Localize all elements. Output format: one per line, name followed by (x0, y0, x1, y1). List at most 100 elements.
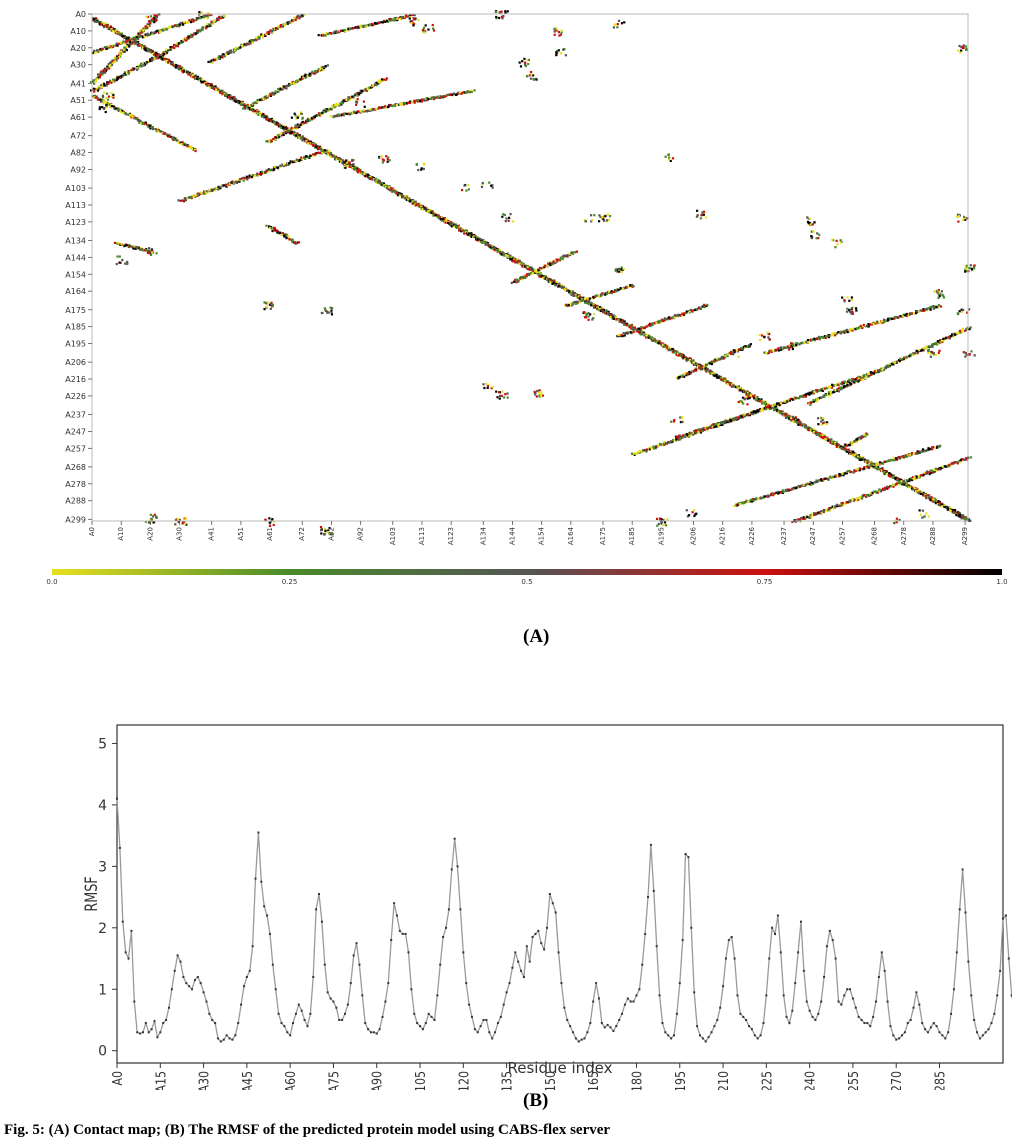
contact-dot (280, 126, 283, 129)
contact-dot (719, 357, 722, 360)
contact-dot (462, 229, 465, 233)
contact-band-8 (265, 77, 389, 144)
contact-dot (416, 100, 419, 103)
contact-dot (940, 502, 943, 505)
contact-dot (162, 28, 165, 31)
contact-dot (169, 26, 172, 29)
contact-dot (395, 103, 399, 106)
contact-dot (821, 389, 825, 393)
contact-dot (296, 123, 299, 126)
contact-dot (264, 170, 267, 174)
contact-dot (843, 381, 846, 384)
contact-dot (921, 348, 924, 351)
contact-dot (293, 16, 296, 19)
contact-dot (238, 180, 241, 183)
contact-dot (713, 372, 716, 375)
contact-dot (629, 326, 632, 329)
contact-dot (268, 31, 271, 34)
contact-dot (296, 126, 300, 129)
contact-dot (142, 35, 145, 38)
contact-dot (358, 110, 361, 113)
contact-dot (102, 25, 106, 29)
contact-dot (119, 50, 123, 53)
contact-dot (467, 233, 470, 236)
contact-dot (786, 399, 789, 403)
contact-dot (667, 348, 670, 352)
contact-dot (370, 86, 373, 89)
contact-dot (838, 382, 841, 385)
contact-dot (660, 343, 663, 346)
contact-dot (662, 345, 665, 348)
contact-dot (457, 225, 460, 228)
contact-dot (199, 191, 202, 194)
contact-dot (451, 93, 454, 96)
contact-dot (409, 100, 412, 103)
contact-dot (796, 342, 799, 345)
contact-dot (314, 69, 317, 73)
contact-dot (822, 437, 825, 440)
contact-dot (299, 137, 302, 140)
contact-dot (675, 376, 678, 380)
contact-dot (143, 44, 146, 48)
contact-dot (295, 159, 298, 163)
contact-dot (248, 104, 252, 107)
contact-dot (166, 49, 170, 52)
contact-dot (905, 312, 908, 316)
contact-dot (306, 142, 309, 145)
contact-dot (140, 63, 143, 66)
contact-dot (637, 329, 641, 332)
contact-dot (400, 103, 403, 107)
contact-dot (212, 86, 215, 89)
contact-dot (676, 315, 679, 318)
contact-dot (786, 346, 789, 349)
contact-dot (753, 397, 756, 400)
contact-dot (686, 372, 689, 375)
contact-dot (940, 505, 943, 508)
contact-dot (115, 42, 118, 45)
contact-dot (802, 394, 805, 397)
contact-dot (793, 396, 796, 399)
contact-dot (211, 61, 214, 64)
contact-dot (855, 454, 858, 457)
contact-dot (661, 343, 665, 346)
contact-dot (109, 25, 113, 28)
contact-dot (417, 99, 420, 102)
contact-dot (111, 80, 114, 83)
contact-dot (649, 336, 652, 339)
contact-dot (787, 398, 790, 401)
contact-dot (705, 363, 709, 366)
contact-dot (465, 91, 469, 94)
contact-dot (686, 373, 689, 376)
contact-dot (141, 47, 144, 50)
contact-dot (918, 492, 921, 495)
contact-dot (284, 164, 288, 167)
contact-dot (946, 506, 949, 509)
contact-dot (114, 31, 117, 35)
contact-dot (138, 44, 141, 47)
contact-dot (718, 358, 721, 361)
contact-dot (157, 53, 160, 56)
contact-dot (267, 168, 270, 171)
contact-dot (108, 27, 112, 30)
contact-dot (159, 29, 162, 32)
contact-dot (269, 119, 272, 122)
contact-dot (895, 360, 899, 363)
contact-dot (121, 49, 124, 52)
contact-dot (503, 254, 506, 257)
contact-dot (298, 125, 301, 128)
contact-dot (203, 14, 207, 17)
contact-dot (827, 391, 831, 394)
contact-band-10 (177, 149, 330, 203)
contact-dot (969, 326, 972, 329)
contact-dot (732, 417, 735, 420)
contact-dot (814, 431, 817, 435)
contact-dot (192, 75, 195, 79)
contact-dot (429, 208, 432, 212)
contact-dot (111, 78, 115, 81)
contact-dot (460, 230, 463, 233)
contact-dot (678, 375, 681, 378)
contact-dot (294, 127, 298, 130)
contact-dot (182, 199, 185, 202)
contact-dot (776, 348, 779, 351)
contact-dot (203, 192, 206, 195)
